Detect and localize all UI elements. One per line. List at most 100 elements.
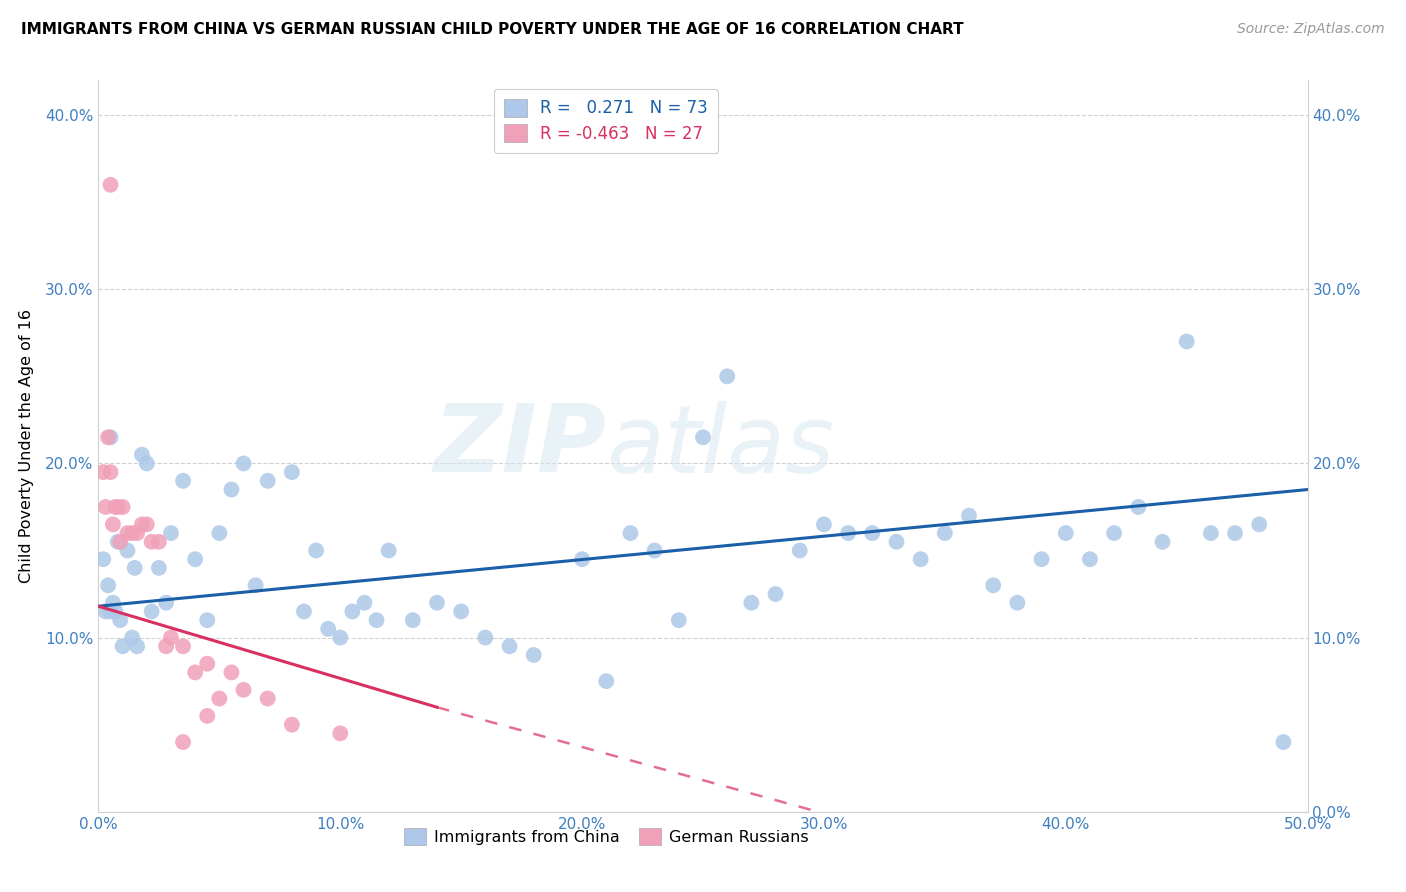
Point (860, 526, 883, 541)
Point (195, 709, 218, 723)
Point (117, 526, 139, 541)
Point (1152, 534, 1174, 549)
Point (281, 465, 304, 479)
Point (256, 691, 278, 706)
Point (208, 691, 231, 706)
Point (1054, 526, 1077, 541)
Text: atlas: atlas (606, 401, 835, 491)
Point (172, 474, 194, 488)
Point (692, 430, 714, 444)
Point (135, 517, 157, 532)
Point (232, 457, 254, 471)
Point (644, 543, 666, 558)
Point (595, 674, 617, 689)
Point (342, 604, 364, 618)
Point (121, 526, 143, 541)
Point (402, 613, 425, 627)
Point (100, 430, 122, 444)
Point (256, 474, 278, 488)
Point (1175, 334, 1198, 349)
Point (221, 665, 243, 680)
Point (813, 517, 835, 532)
Point (316, 622, 339, 636)
Legend: Immigrants from China, German Russians: Immigrants from China, German Russians (398, 822, 815, 851)
Point (208, 526, 231, 541)
Point (127, 640, 149, 654)
Point (97, 430, 120, 444)
Point (160, 631, 183, 645)
Point (245, 578, 267, 592)
Point (1007, 596, 1029, 610)
Point (305, 543, 328, 558)
Point (366, 613, 388, 627)
Point (523, 648, 546, 662)
Point (981, 578, 1004, 592)
Point (571, 552, 593, 566)
Point (124, 561, 146, 575)
Point (498, 640, 520, 654)
Point (101, 517, 124, 532)
Point (353, 596, 375, 610)
Point (155, 640, 177, 654)
Point (127, 526, 149, 541)
Point (957, 508, 980, 523)
Point (155, 596, 177, 610)
Point (107, 500, 129, 514)
Point (184, 665, 207, 680)
Point (172, 640, 194, 654)
Point (1102, 526, 1125, 541)
Point (474, 631, 496, 645)
Point (184, 552, 207, 566)
Point (148, 561, 170, 575)
Point (377, 543, 399, 558)
Point (910, 552, 932, 566)
Point (94, 604, 117, 618)
Point (131, 517, 153, 532)
Point (1031, 552, 1053, 566)
Point (141, 534, 163, 549)
Text: ZIP: ZIP (433, 400, 606, 492)
Point (450, 604, 472, 618)
Point (141, 604, 163, 618)
Point (329, 726, 352, 740)
Point (765, 587, 787, 601)
Point (101, 596, 124, 610)
Point (619, 526, 641, 541)
Point (172, 735, 194, 749)
Point (886, 534, 908, 549)
Point (934, 526, 956, 541)
Text: Source: ZipAtlas.com: Source: ZipAtlas.com (1237, 22, 1385, 37)
Point (740, 596, 762, 610)
Point (1199, 526, 1222, 541)
Point (716, 369, 738, 384)
Point (91, 465, 114, 479)
Point (195, 613, 218, 627)
Text: IMMIGRANTS FROM CHINA VS GERMAN RUSSIAN CHILD POVERTY UNDER THE AGE OF 16 CORREL: IMMIGRANTS FROM CHINA VS GERMAN RUSSIAN … (21, 22, 963, 37)
Point (668, 613, 690, 627)
Point (108, 534, 131, 549)
Point (91, 552, 114, 566)
Point (837, 526, 859, 541)
Point (131, 448, 153, 462)
Point (1249, 517, 1271, 532)
Point (221, 483, 243, 497)
Point (117, 543, 139, 558)
Point (107, 534, 129, 549)
Point (426, 596, 449, 610)
Point (97, 578, 120, 592)
Point (789, 543, 811, 558)
Point (292, 604, 315, 618)
Point (100, 178, 122, 192)
Point (195, 657, 218, 671)
Point (104, 500, 127, 514)
Point (94, 500, 117, 514)
Point (1078, 552, 1101, 566)
Point (100, 465, 122, 479)
Point (329, 631, 352, 645)
Point (1128, 500, 1150, 514)
Point (111, 640, 134, 654)
Point (148, 534, 170, 549)
Point (1223, 526, 1246, 541)
Point (160, 526, 183, 541)
Point (111, 500, 134, 514)
